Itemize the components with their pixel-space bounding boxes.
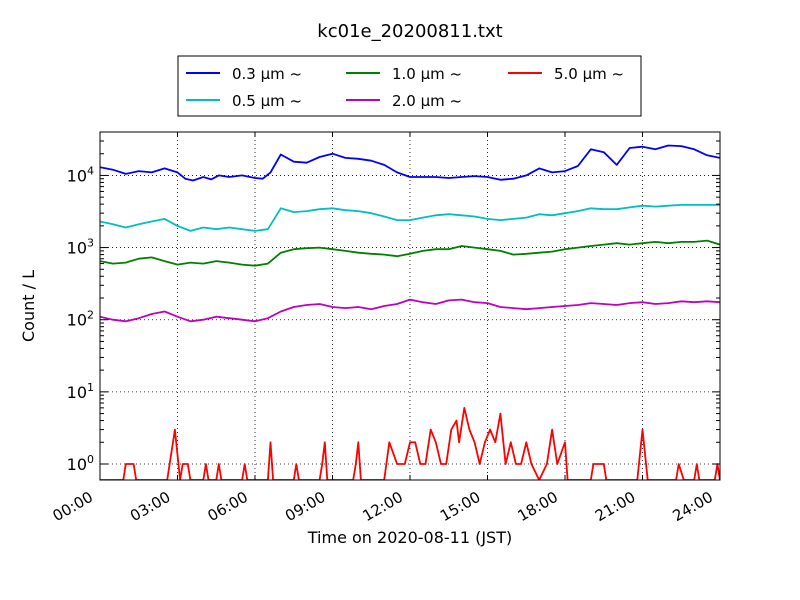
legend-item-4: 2.0 μm ~ bbox=[346, 92, 462, 110]
legend-label: 0.3 μm ~ bbox=[232, 65, 302, 83]
y-tick-label: 100 bbox=[67, 453, 94, 474]
x-tick-label: 12:00 bbox=[360, 488, 406, 525]
y-axis-label: Count / L bbox=[19, 270, 38, 342]
x-tick-label: 06:00 bbox=[205, 488, 251, 525]
legend-label: 0.5 μm ~ bbox=[232, 92, 302, 110]
series-line-2 bbox=[100, 203, 720, 232]
y-tick-labels: 100 101 102 103 104 bbox=[67, 164, 94, 474]
legend-label: 2.0 μm ~ bbox=[392, 92, 462, 110]
legend-label: 1.0 μm ~ bbox=[392, 65, 462, 83]
y-tick-label: 102 bbox=[67, 309, 94, 330]
plot-area bbox=[99, 131, 721, 481]
x-tick-label: 18:00 bbox=[515, 488, 561, 525]
legend-item-3: 1.0 μm ~ bbox=[346, 65, 462, 83]
axis-ticks bbox=[99, 131, 721, 480]
grid bbox=[100, 132, 720, 480]
series-line-5 bbox=[100, 406, 720, 480]
legend-item-2: 0.5 μm ~ bbox=[186, 92, 302, 110]
plot-background bbox=[100, 132, 720, 480]
legend-item-1: 0.3 μm ~ bbox=[186, 65, 302, 83]
y-tick-label: 101 bbox=[67, 381, 94, 402]
x-tick-label: 24:00 bbox=[670, 488, 716, 525]
x-tick-label: 03:00 bbox=[127, 488, 173, 525]
legend: 0.3 μm ~ 0.5 μm ~ 1.0 μm ~ 2.0 μm ~ 5.0 μm ~ bbox=[177, 55, 642, 117]
x-tick-labels: 00:00 03:00 06:00 09:00 12:00 15:00 18:00 21:00… bbox=[50, 488, 716, 525]
legend-label: 5.0 μm ~ bbox=[554, 65, 624, 83]
x-tick-label: 09:00 bbox=[282, 488, 328, 525]
series-line-1 bbox=[100, 144, 720, 182]
x-axis-label: Time on 2020-08-11 (JST) bbox=[307, 528, 512, 547]
series-layer bbox=[100, 144, 720, 480]
y-tick-label: 104 bbox=[67, 164, 94, 185]
series-line-3 bbox=[100, 239, 720, 267]
x-tick-label: 00:00 bbox=[50, 488, 96, 525]
legend-frame bbox=[177, 55, 642, 117]
y-tick-label: 103 bbox=[67, 237, 94, 258]
x-tick-label: 21:00 bbox=[592, 488, 638, 525]
legend-item-5: 5.0 μm ~ bbox=[508, 65, 624, 83]
x-tick-label: 15:00 bbox=[437, 488, 483, 525]
series-line-4 bbox=[100, 298, 720, 323]
chart-title: kc01e_20200811.txt bbox=[317, 21, 502, 42]
